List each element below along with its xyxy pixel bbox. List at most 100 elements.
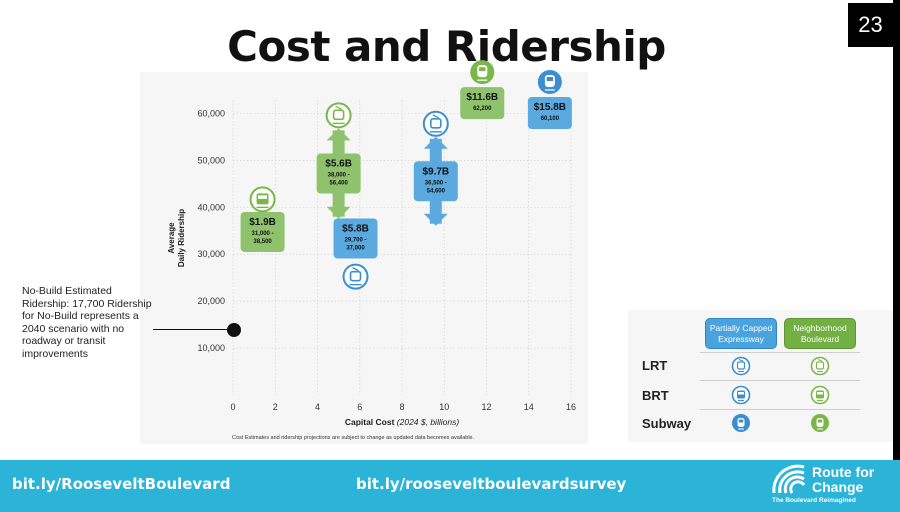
ridership-label: 31,000 - [252, 231, 274, 237]
no-build-note: No-Build Estimated Ridership: 17,700 Rid… [22, 285, 152, 360]
subway-green-icon [811, 414, 829, 432]
y-axis-title-line1: Average [167, 222, 176, 254]
cost-label: $1.9B [249, 217, 276, 228]
data-point: $1.9B 31,000 - 38,500 [240, 186, 285, 252]
range-arrow-bottom [423, 213, 448, 226]
icon-pantograph [335, 105, 342, 110]
value-box [527, 96, 572, 129]
icon-circle [342, 263, 369, 290]
range-arrow-top [326, 128, 351, 141]
survey-link[interactable]: bit.ly/rooseveltboulevardsurvey [356, 475, 627, 493]
x-tick-label: 16 [566, 402, 576, 412]
x-tick-label: 14 [524, 402, 534, 412]
cost-label: $9.7B [422, 166, 449, 177]
ridership-label: 36,500 - [425, 180, 447, 186]
slide-number: 23 [848, 3, 893, 47]
range-arrow-top [423, 136, 448, 149]
lrt-outline-blue-icon [731, 356, 751, 376]
y-tick-label: 10,000 [197, 343, 225, 353]
data-point: $5.8B 29,700 - 37,000 [333, 218, 378, 290]
logo-text-line2: Change [812, 479, 864, 495]
brt-icon [249, 186, 276, 213]
no-build-leader-line [153, 329, 231, 330]
subway-icon [470, 60, 495, 85]
subway-icon [537, 69, 562, 94]
no-build-point [227, 323, 241, 337]
ridership-label: 29,700 - [345, 238, 367, 244]
cost-label: $11.6B [466, 92, 498, 103]
legend-divider [700, 380, 860, 381]
roosevelt-boulevard-link[interactable]: bit.ly/RooseveltBoulevard [12, 475, 231, 493]
lrt-icon [422, 110, 449, 137]
icon-body [332, 109, 345, 121]
icon-circle [422, 110, 449, 137]
y-tick-label: 50,000 [197, 155, 225, 165]
x-tick-label: 10 [439, 402, 449, 412]
x-tick-label: 2 [273, 402, 278, 412]
icon-body [349, 270, 362, 282]
legend-row-subway: Subway [642, 416, 692, 431]
logo-tagline: The Boulevard Reimagined [772, 497, 856, 504]
icon-body [429, 118, 442, 129]
icon-window [258, 195, 268, 199]
icon-window [479, 67, 486, 72]
ridership-label: 60,100 [541, 116, 560, 122]
legend-header-capped-label: Partially Capped Expressway [709, 323, 773, 344]
value-box [413, 161, 458, 202]
ridership-label: 56,400 [329, 181, 348, 187]
footer-bar: bit.ly/RooseveltBoulevard bit.ly/rooseve… [0, 460, 900, 512]
value-box [460, 87, 505, 120]
legend-row-lrt: LRT [642, 358, 668, 373]
x-tick-label: 8 [399, 402, 404, 412]
y-tick-label: 40,000 [197, 202, 225, 212]
data-point: $11.6B 62,200 [460, 60, 505, 120]
legend-divider [700, 352, 860, 353]
cost-label: $15.8B [534, 102, 566, 113]
ridership-chart: 0 2 4 6 8 10 12 14 16 10,000 20,000 30,000 40,000 50,… [167, 60, 576, 427]
route-for-change-logo: Route for Change The Boulevard Reimagine… [770, 463, 890, 509]
y-axis-title-line2: Daily Ridership [177, 209, 186, 267]
icon-pantograph [432, 114, 440, 119]
legend-header-capped-expressway: Partially Capped Expressway [705, 318, 777, 349]
x-tick-label: 4 [315, 402, 320, 412]
logo-text-line1: Route for [812, 464, 875, 480]
ridership-label: 62,200 [473, 106, 492, 112]
slide-canvas: Cost and Ridership 0 2 4 6 8 10 12 14 16 10,000 20… [0, 0, 893, 460]
subway-blue-icon [732, 414, 750, 432]
value-box [316, 153, 361, 194]
cost-label: $5.6B [325, 159, 352, 170]
cost-label: $5.8B [342, 224, 369, 235]
ridership-label: 38,500 [253, 239, 272, 245]
data-point: $15.8B 60,100 [527, 69, 572, 129]
legend-header-neighborhood-boulevard: Neighborhood Boulevard [784, 318, 856, 349]
brt-green-icon [810, 385, 830, 405]
lrt-icon [325, 102, 352, 129]
range-arrow-bottom [326, 206, 351, 219]
logo-mark-icon [772, 464, 806, 494]
chart-axis-labels: 0 2 4 6 8 10 12 14 16 10,000 20,000 30,000 40,000 50,… [167, 108, 576, 427]
value-box [240, 211, 285, 252]
ridership-label: 38,000 - [328, 173, 350, 179]
x-tick-label: 6 [357, 402, 362, 412]
legend-row-brt: BRT [642, 388, 669, 403]
x-tick-label: 0 [230, 402, 235, 412]
legend-table: Partially Capped Expressway Neighborhood… [628, 310, 893, 442]
legend-divider [700, 409, 860, 410]
y-tick-label: 20,000 [197, 296, 225, 306]
y-tick-label: 60,000 [197, 108, 225, 118]
brt-blue-icon [731, 385, 751, 405]
chart-footnote: Cost Estimates and ridership projections… [232, 435, 475, 441]
page-title: Cost and Ridership [227, 22, 666, 71]
chart-grid [232, 100, 572, 395]
x-tick-label: 12 [481, 402, 491, 412]
lrt-outline-green-icon [810, 356, 830, 376]
data-point: $9.7B 36,500 - 54,600 [413, 110, 458, 226]
ridership-label: 54,600 [427, 188, 446, 194]
icon-window [546, 76, 554, 81]
x-axis-title: Capital Cost (2024 $, billions) [345, 417, 459, 427]
ridership-label: 37,000 [346, 246, 365, 252]
data-point: $5.6B 38,000 - 56,400 [316, 102, 361, 219]
lrt-icon [342, 263, 369, 290]
icon-pantograph [352, 267, 359, 272]
